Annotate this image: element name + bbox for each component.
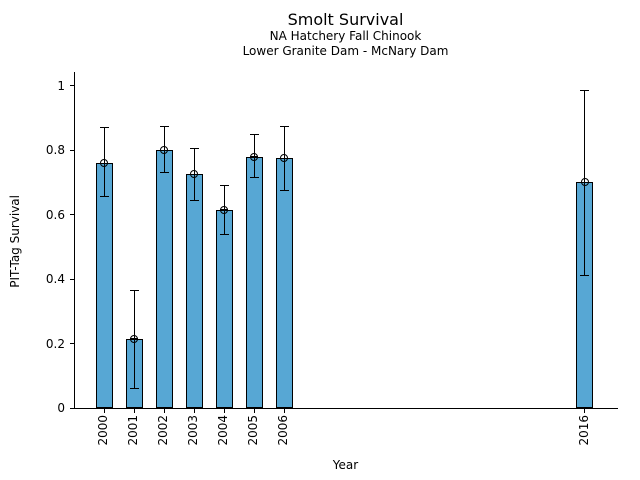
x-tick-label-2005: 2005 [246,415,261,446]
bar-2000 [95,163,113,408]
y-tick-label: 0.2 [45,336,65,351]
x-tick-label-2016: 2016 [576,415,591,446]
bar-2006 [275,158,293,408]
y-tick-label: 0.4 [45,272,65,287]
x-tick-mark [223,409,225,413]
error-bar-cap-top [580,90,590,92]
y-tick-mark [70,149,74,151]
error-bar-cap-top [279,125,289,127]
x-tick-label-2004: 2004 [216,415,231,446]
mean-marker-2000 [100,159,109,168]
bar-2003 [185,174,203,408]
bar-2005 [245,156,263,408]
error-bar-cap-bottom [219,233,229,235]
x-tick-label-2006: 2006 [276,415,291,446]
x-tick-label-2000: 2000 [96,415,111,446]
error-bar-cap-top [159,125,169,127]
mean-marker-2002 [160,146,169,155]
error-bar-cap-bottom [129,388,139,390]
chart-subtitle-line2: Lower Granite Dam - McNary Dam [242,43,449,58]
y-tick-mark [70,343,74,345]
error-bar-cap-top [219,185,229,187]
x-tick-mark [253,409,255,413]
x-tick-mark [584,409,586,413]
y-tick-mark [70,407,74,409]
y-tick-mark [70,278,74,280]
x-tick-mark [193,409,195,413]
bar-2004 [215,209,233,408]
y-tick-mark [70,214,74,216]
x-tick-label-2002: 2002 [156,415,171,446]
error-bar-cap-top [129,289,139,291]
error-bar-cap-bottom [580,275,590,277]
error-bar-cap-bottom [159,172,169,174]
mean-marker-2004 [220,205,229,214]
mean-marker-2016 [580,178,589,187]
x-axis-label: Year [332,458,359,472]
mean-marker-2001 [130,334,139,343]
y-tick-label: 0.6 [45,207,65,222]
x-tick-mark [133,409,135,413]
mean-marker-2003 [190,170,199,179]
plot-area: 0 0.2 0.4 0.6 0.8 1 2000 2001 2002 2003 2004 2005 20… [46,72,618,446]
y-tick-mark [70,85,74,87]
mean-marker-2005 [250,152,259,161]
x-tick-label-2003: 2003 [186,415,201,446]
y-tick-label: 0.8 [45,143,65,158]
error-bar-cap-top [249,133,259,135]
chart-header: Smolt Survival NA Hatchery Fall Chinook … [74,10,617,58]
error-bar-cap-top [99,127,109,129]
chart-title: Smolt Survival [287,10,404,29]
x-tick-mark [103,409,105,413]
error-bar-cap-bottom [99,196,109,198]
error-bar-cap-bottom [279,190,289,192]
x-tick-mark [163,409,165,413]
y-tick-label: 1 [57,78,65,93]
chart-subtitle-line1: NA Hatchery Fall Chinook [269,29,422,44]
error-bar-cap-bottom [189,199,199,201]
y-tick-label: 0 [57,401,65,415]
x-tick-mark [283,409,285,413]
bar-2002 [155,150,173,408]
error-bar-cap-top [189,148,199,150]
error-bar-cap-bottom [249,177,259,179]
mean-marker-2006 [280,154,289,163]
x-tick-label-2001: 2001 [126,415,141,446]
y-axis-label: PIT-Tag Survival [8,195,22,288]
